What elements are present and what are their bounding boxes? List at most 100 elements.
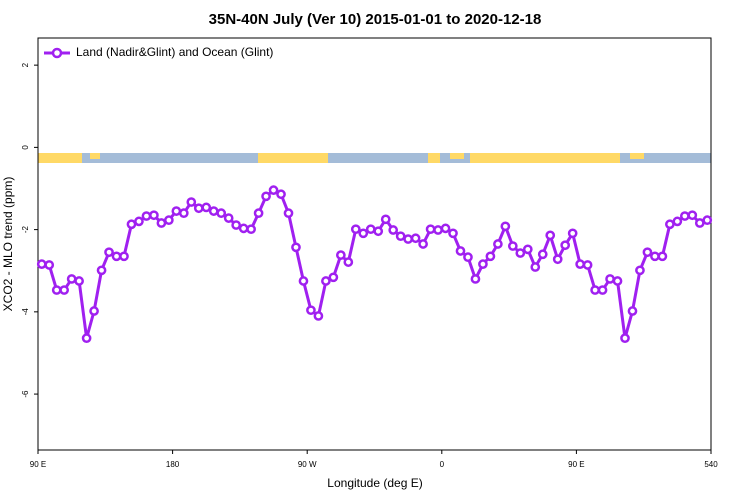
data-point xyxy=(582,260,593,270)
data-point xyxy=(545,230,556,241)
data-point xyxy=(552,254,563,265)
x-tick-label: 540 xyxy=(704,460,718,469)
data-point xyxy=(612,276,623,286)
data-point xyxy=(149,210,159,221)
data-point xyxy=(306,305,316,316)
data-point xyxy=(448,228,458,239)
chart-title: 35N-40N July (Ver 10) 2015-01-01 to 2020… xyxy=(209,11,542,28)
data-point xyxy=(261,191,271,202)
data-point xyxy=(350,224,361,235)
data-point xyxy=(560,240,571,251)
data-point xyxy=(463,252,473,263)
data-point xyxy=(51,285,62,295)
data-point xyxy=(336,250,346,260)
legend-label: Land (Nadir&Glint) and Ocean (Glint) xyxy=(76,45,273,59)
data-point xyxy=(119,251,129,262)
y-axis-label: XCO2 - MLO trend (ppm) xyxy=(1,177,15,312)
data-point xyxy=(141,211,152,221)
data-point xyxy=(201,202,212,213)
data-point xyxy=(208,206,219,216)
data-point xyxy=(433,225,443,235)
data-point xyxy=(620,333,630,344)
data-point xyxy=(276,189,286,200)
data-point xyxy=(650,251,660,262)
y-tick-label: 0 xyxy=(21,145,30,150)
data-point xyxy=(380,214,391,225)
x-tick-label: 90 E xyxy=(568,460,584,469)
data-point xyxy=(410,233,421,244)
data-point xyxy=(627,306,638,316)
y-tick-label: -4 xyxy=(21,308,30,316)
data-point xyxy=(478,259,488,269)
data-point xyxy=(672,216,683,227)
legend: Land (Nadir&Glint) and Ocean (Glint) xyxy=(44,45,273,59)
data-point xyxy=(283,208,294,219)
x-tick-label: 90 E xyxy=(30,460,46,469)
data-point xyxy=(425,224,436,235)
data-point xyxy=(89,306,99,316)
data-point xyxy=(470,274,481,284)
data-point xyxy=(687,210,698,221)
legend-marker xyxy=(51,47,63,59)
data-point xyxy=(537,249,548,260)
data-point xyxy=(313,311,324,321)
data-point xyxy=(642,247,653,258)
data-point xyxy=(530,262,541,272)
data-point xyxy=(291,242,301,253)
land-ocean-strip xyxy=(38,153,711,163)
data-point xyxy=(635,265,645,276)
data-point xyxy=(246,224,256,235)
data-point xyxy=(134,216,144,227)
data-point xyxy=(171,206,182,216)
y-tick-label: -2 xyxy=(21,226,30,234)
data-point xyxy=(702,215,713,226)
x-tick-label: 90 W xyxy=(298,460,317,469)
data-point xyxy=(455,246,466,256)
data-point xyxy=(665,219,675,230)
data-point xyxy=(268,185,279,195)
data-point xyxy=(178,208,189,219)
data-point xyxy=(590,285,600,295)
data-point xyxy=(522,244,533,255)
data-point xyxy=(605,274,615,284)
data-point xyxy=(223,213,234,223)
data-point xyxy=(59,285,70,295)
data-point xyxy=(365,224,376,235)
data-point xyxy=(216,208,227,219)
data-point xyxy=(111,251,122,262)
data-point xyxy=(567,228,578,239)
data-point xyxy=(657,251,668,262)
data-point xyxy=(500,221,511,232)
data-point xyxy=(321,276,331,286)
data-point xyxy=(373,226,384,237)
data-point xyxy=(403,234,413,244)
data-point xyxy=(388,225,399,235)
data-point xyxy=(493,239,503,249)
data-point xyxy=(74,276,84,286)
data-point xyxy=(81,333,92,344)
data-point xyxy=(343,257,354,267)
data-point xyxy=(186,197,197,207)
data-point xyxy=(238,223,249,234)
data-point xyxy=(694,218,705,228)
data-point xyxy=(193,203,204,214)
data-point xyxy=(298,276,309,286)
plot-frame xyxy=(37,37,712,451)
data-point xyxy=(679,211,690,221)
data-point xyxy=(164,215,174,226)
data-point xyxy=(418,239,428,249)
data-point xyxy=(156,218,167,228)
x-tick-label: 0 xyxy=(440,460,445,469)
data-point xyxy=(96,265,107,276)
data-point xyxy=(575,259,585,269)
y-tick-label: 2 xyxy=(21,62,30,67)
data-point xyxy=(126,219,137,230)
data-point xyxy=(507,241,518,251)
data-point xyxy=(66,274,77,284)
data-point xyxy=(36,259,47,269)
y-tick-label: -6 xyxy=(21,390,30,398)
data-point xyxy=(328,272,339,283)
x-axis-label: Longitude (deg E) xyxy=(327,476,422,490)
data-point xyxy=(104,247,114,258)
